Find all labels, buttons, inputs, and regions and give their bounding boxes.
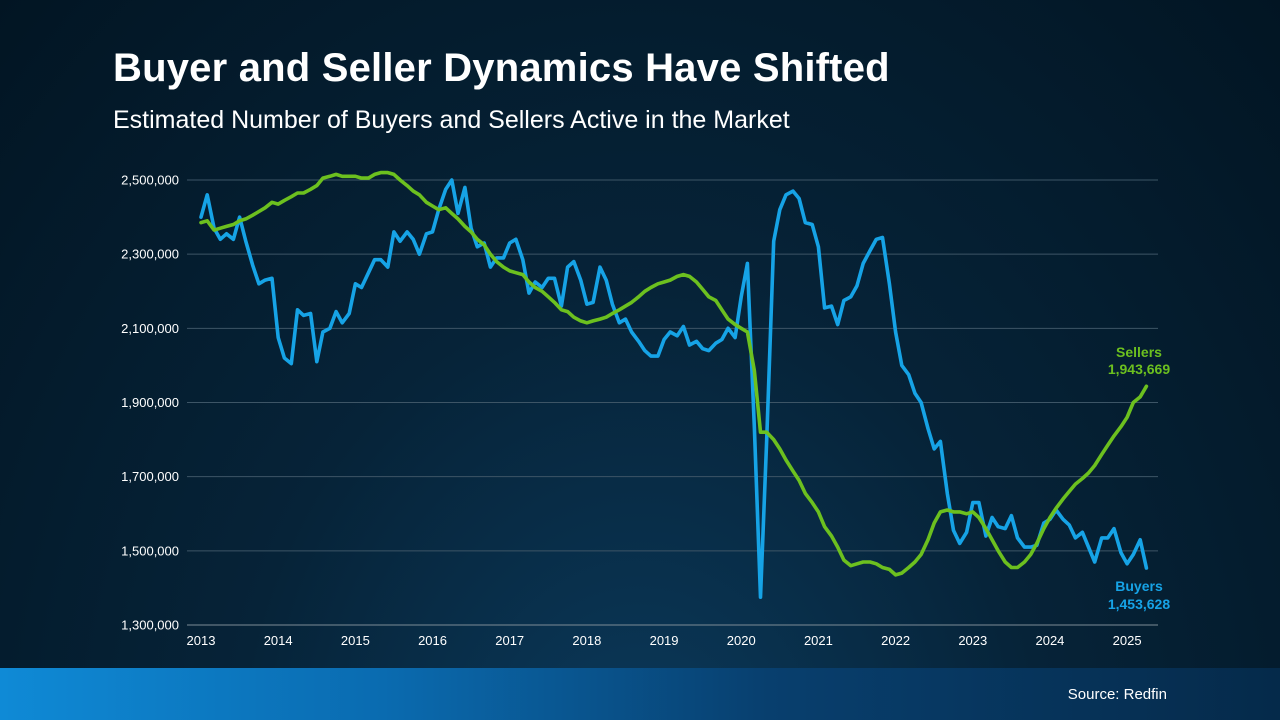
x-tick-label: 2019 xyxy=(650,633,679,648)
series-lines xyxy=(199,170,1149,599)
series-name-label-buyers: Buyers xyxy=(1115,578,1163,594)
slide-title: Buyer and Seller Dynamics Have Shifted xyxy=(113,46,890,90)
series-line-buyers xyxy=(199,178,1149,599)
y-tick-label: 1,700,000 xyxy=(121,469,179,484)
x-tick-label: 2025 xyxy=(1113,633,1142,648)
x-tick-label: 2016 xyxy=(418,633,447,648)
series-end-value-buyers: 1,453,628 xyxy=(1108,596,1170,612)
y-tick-label: 1,300,000 xyxy=(121,618,179,633)
x-tick-label: 2018 xyxy=(572,633,601,648)
y-tick-label: 1,500,000 xyxy=(121,543,179,558)
series-name-label-sellers: Sellers xyxy=(1116,344,1162,360)
line-chart: 1,300,000 1,500,000 1,700,000 1,900,000 2,10… xyxy=(121,170,1171,648)
x-tick-label: 2021 xyxy=(804,633,833,648)
slide-subtitle: Estimated Number of Buyers and Sellers A… xyxy=(113,106,790,134)
y-tick-label: 2,300,000 xyxy=(121,247,179,262)
y-axis-tick-labels: 1,300,000 1,500,000 1,700,000 1,900,000 2,10… xyxy=(121,173,179,633)
x-tick-label: 2022 xyxy=(881,633,910,648)
grid-lines xyxy=(187,179,1158,626)
source-credit: Source: Redfin xyxy=(1067,686,1167,703)
series-end-value-sellers: 1,943,669 xyxy=(1108,361,1170,377)
series-line-sellers xyxy=(199,170,1149,577)
x-tick-label: 2024 xyxy=(1035,633,1064,648)
x-tick-label: 2015 xyxy=(341,633,370,648)
y-tick-label: 1,900,000 xyxy=(121,395,179,410)
y-tick-label: 2,100,000 xyxy=(121,321,179,336)
y-tick-label: 2,500,000 xyxy=(121,173,179,188)
x-tick-label: 2014 xyxy=(264,633,293,648)
x-tick-label: 2013 xyxy=(187,633,216,648)
x-tick-label: 2017 xyxy=(495,633,524,648)
x-axis-tick-labels: 2013 2014 2015 2016 2017 2018 2019 2020 2021 2022… xyxy=(187,633,1142,648)
x-tick-label: 2023 xyxy=(958,633,987,648)
footer-band xyxy=(0,668,1280,720)
x-tick-label: 2020 xyxy=(727,633,756,648)
